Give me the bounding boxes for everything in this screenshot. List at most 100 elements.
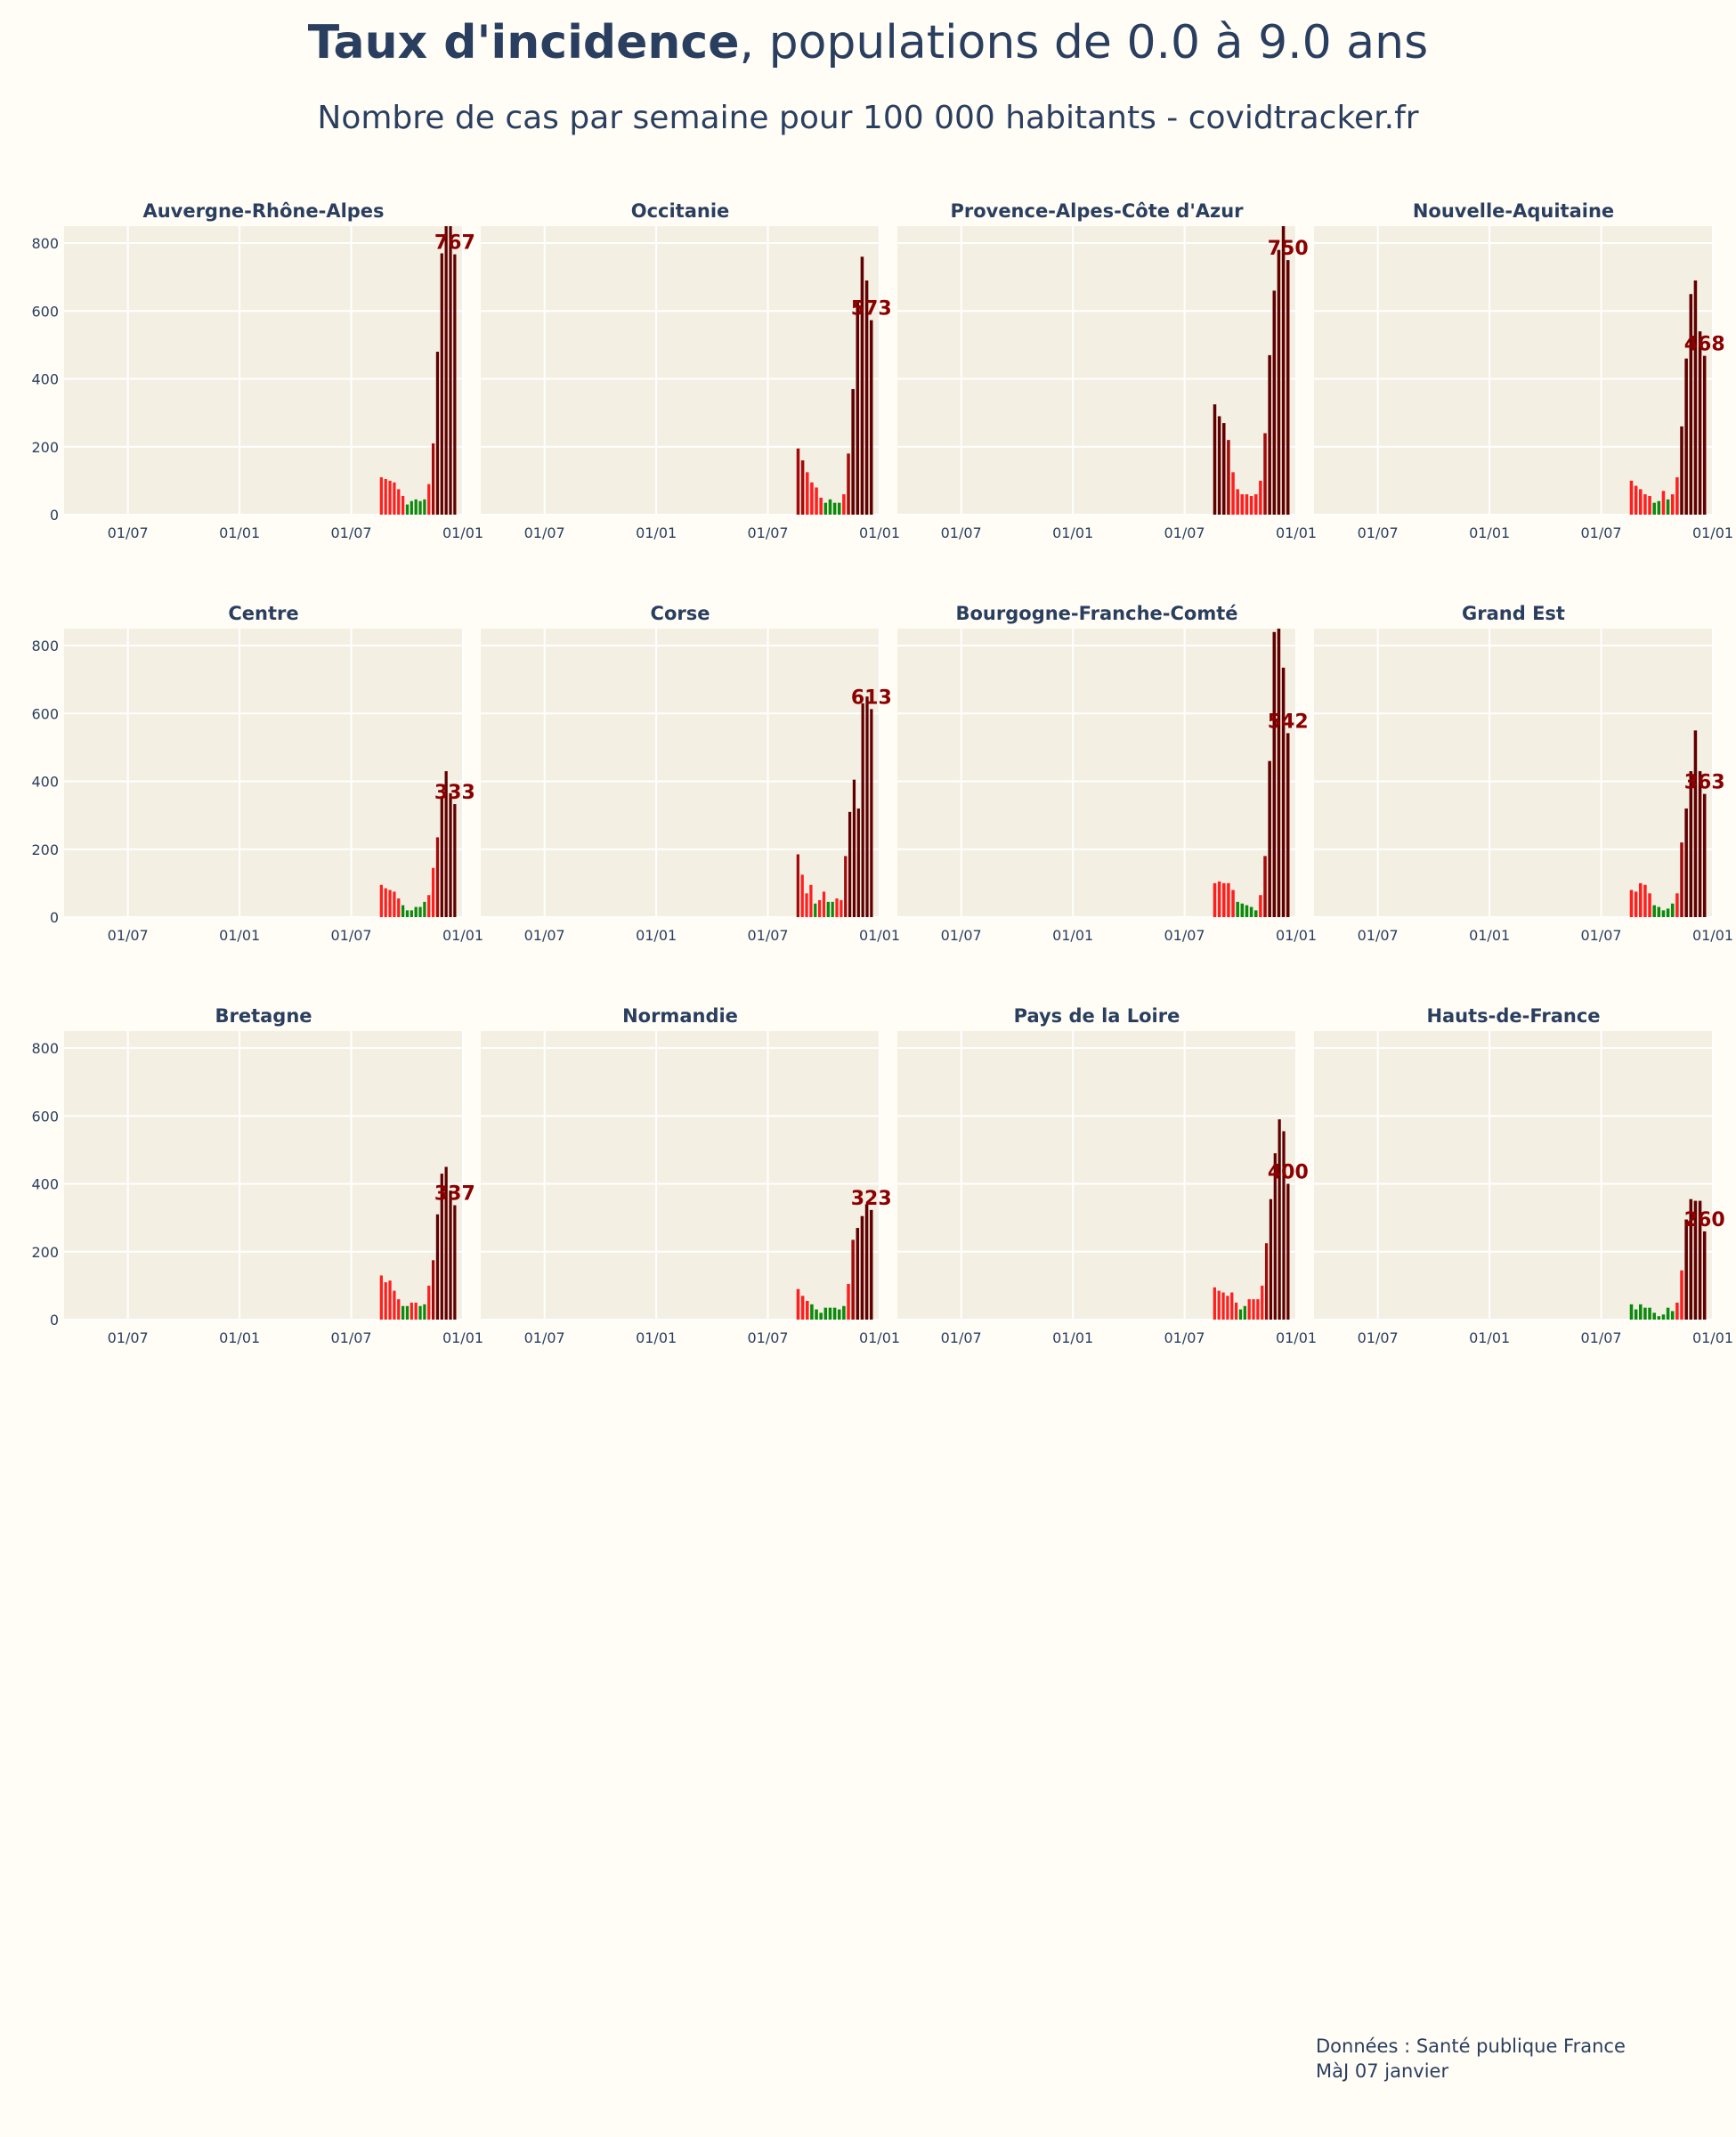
last-value-label: 767 — [434, 232, 475, 255]
bar — [449, 226, 452, 515]
bar — [823, 502, 828, 515]
y-tick-label: 400 — [31, 774, 59, 791]
bar — [423, 499, 426, 515]
bar — [393, 891, 396, 917]
bar — [1213, 404, 1217, 515]
bar — [401, 496, 405, 515]
x-tick-label: 01/07 — [748, 524, 789, 541]
bar — [837, 502, 841, 515]
bar — [800, 1296, 805, 1320]
subplot-11: 01/07 01/01 01/07 01/01 Pays de la Loire 400 — [897, 1005, 1317, 1346]
y-tick-label: 800 — [31, 235, 59, 252]
bar — [815, 487, 818, 515]
bar — [1693, 1200, 1698, 1320]
x-tick-label: 01/01 — [219, 1329, 260, 1346]
bar — [1638, 1304, 1643, 1320]
x-tick-label: 01/07 — [941, 927, 982, 944]
subplot-12: 01/07 01/01 01/07 01/01 Hauts-de-France 260 — [1314, 1005, 1733, 1346]
bar — [427, 483, 431, 515]
x-tick-label: 01/01 — [442, 524, 483, 541]
bar — [1217, 881, 1221, 917]
bar — [817, 899, 822, 917]
bar — [1231, 472, 1235, 515]
bar — [860, 256, 864, 515]
bar — [856, 300, 860, 515]
y-tick-label: 600 — [31, 1108, 59, 1125]
bar — [842, 1305, 846, 1320]
bar — [1702, 793, 1707, 917]
bar — [796, 448, 800, 515]
bar — [1273, 1153, 1277, 1320]
bar — [431, 867, 435, 917]
bar — [384, 478, 387, 515]
bar — [1689, 1199, 1693, 1320]
bar — [835, 898, 839, 917]
bar — [860, 1215, 864, 1320]
bar — [388, 890, 392, 917]
y-tick-label: 600 — [31, 705, 59, 722]
bar — [1253, 910, 1258, 917]
x-tick-label: 01/07 — [1358, 927, 1399, 944]
bar — [1259, 895, 1262, 917]
bar — [800, 874, 804, 917]
bar — [431, 443, 435, 515]
bar — [837, 1309, 841, 1320]
y-tick-label: 600 — [31, 303, 59, 320]
subplot-title: Occitanie — [631, 200, 730, 222]
bar — [388, 480, 392, 515]
plot-area — [64, 1031, 463, 1320]
bar — [1670, 1311, 1675, 1320]
bar — [449, 792, 452, 917]
bar — [856, 808, 860, 917]
bar — [1263, 433, 1267, 515]
bar — [1666, 908, 1670, 917]
bar — [1245, 905, 1249, 917]
bar — [1702, 355, 1707, 515]
bar — [847, 453, 850, 515]
x-tick-label: 01/07 — [1164, 927, 1205, 944]
last-value-label: 542 — [1268, 711, 1309, 733]
subplot-title: Hauts-de-France — [1426, 1005, 1600, 1027]
bar — [1693, 730, 1698, 917]
bar — [453, 1205, 457, 1320]
subplot-2: 01/07 01/01 01/07 01/01 Occitanie 573 — [481, 200, 900, 541]
bar — [1648, 1307, 1651, 1320]
bar — [1213, 1287, 1216, 1320]
bar — [1648, 496, 1651, 515]
x-tick-label: 01/07 — [108, 1329, 149, 1346]
subplot-10: 01/07 01/01 01/07 01/01 Normandie 323 — [481, 1005, 900, 1346]
x-tick-label: 01/07 — [1581, 1329, 1622, 1346]
bar — [1670, 494, 1675, 515]
bar — [870, 709, 873, 917]
bar — [1657, 1316, 1661, 1320]
bar — [1657, 500, 1661, 515]
x-tick-label: 01/07 — [331, 927, 372, 944]
subplot-5: 01/07 01/01 01/07 01/01 0 200 400 600 800 Centre 3… — [31, 603, 483, 944]
bar — [1261, 1285, 1264, 1320]
last-value-label: 323 — [851, 1188, 892, 1210]
bar — [453, 804, 457, 917]
bar — [431, 1260, 435, 1320]
bar — [869, 320, 873, 515]
y-tick-label: 800 — [31, 638, 59, 654]
bar — [852, 779, 856, 917]
plot-area — [897, 226, 1296, 515]
last-value-label: 750 — [1268, 238, 1309, 260]
bar — [1269, 1199, 1273, 1320]
bar — [405, 1305, 410, 1320]
bar — [1675, 1302, 1679, 1320]
bar — [1268, 354, 1271, 515]
subplot-4: 01/07 01/01 01/07 01/01 Nouvelle-Aquitaine 46… — [1314, 200, 1733, 541]
subplot-title: Corse — [651, 603, 710, 624]
subplot-title: Pays de la Loire — [1014, 1005, 1180, 1027]
plot-area — [481, 1031, 880, 1320]
bar — [379, 1275, 383, 1320]
x-tick-label: 01/07 — [108, 524, 149, 541]
y-tick-label: 400 — [31, 371, 59, 388]
x-tick-label: 01/01 — [442, 1329, 483, 1346]
bar — [864, 280, 869, 515]
bar — [1249, 496, 1253, 515]
x-tick-label: 01/01 — [1276, 524, 1317, 541]
last-value-label: 613 — [851, 687, 892, 709]
bar — [1286, 733, 1290, 917]
